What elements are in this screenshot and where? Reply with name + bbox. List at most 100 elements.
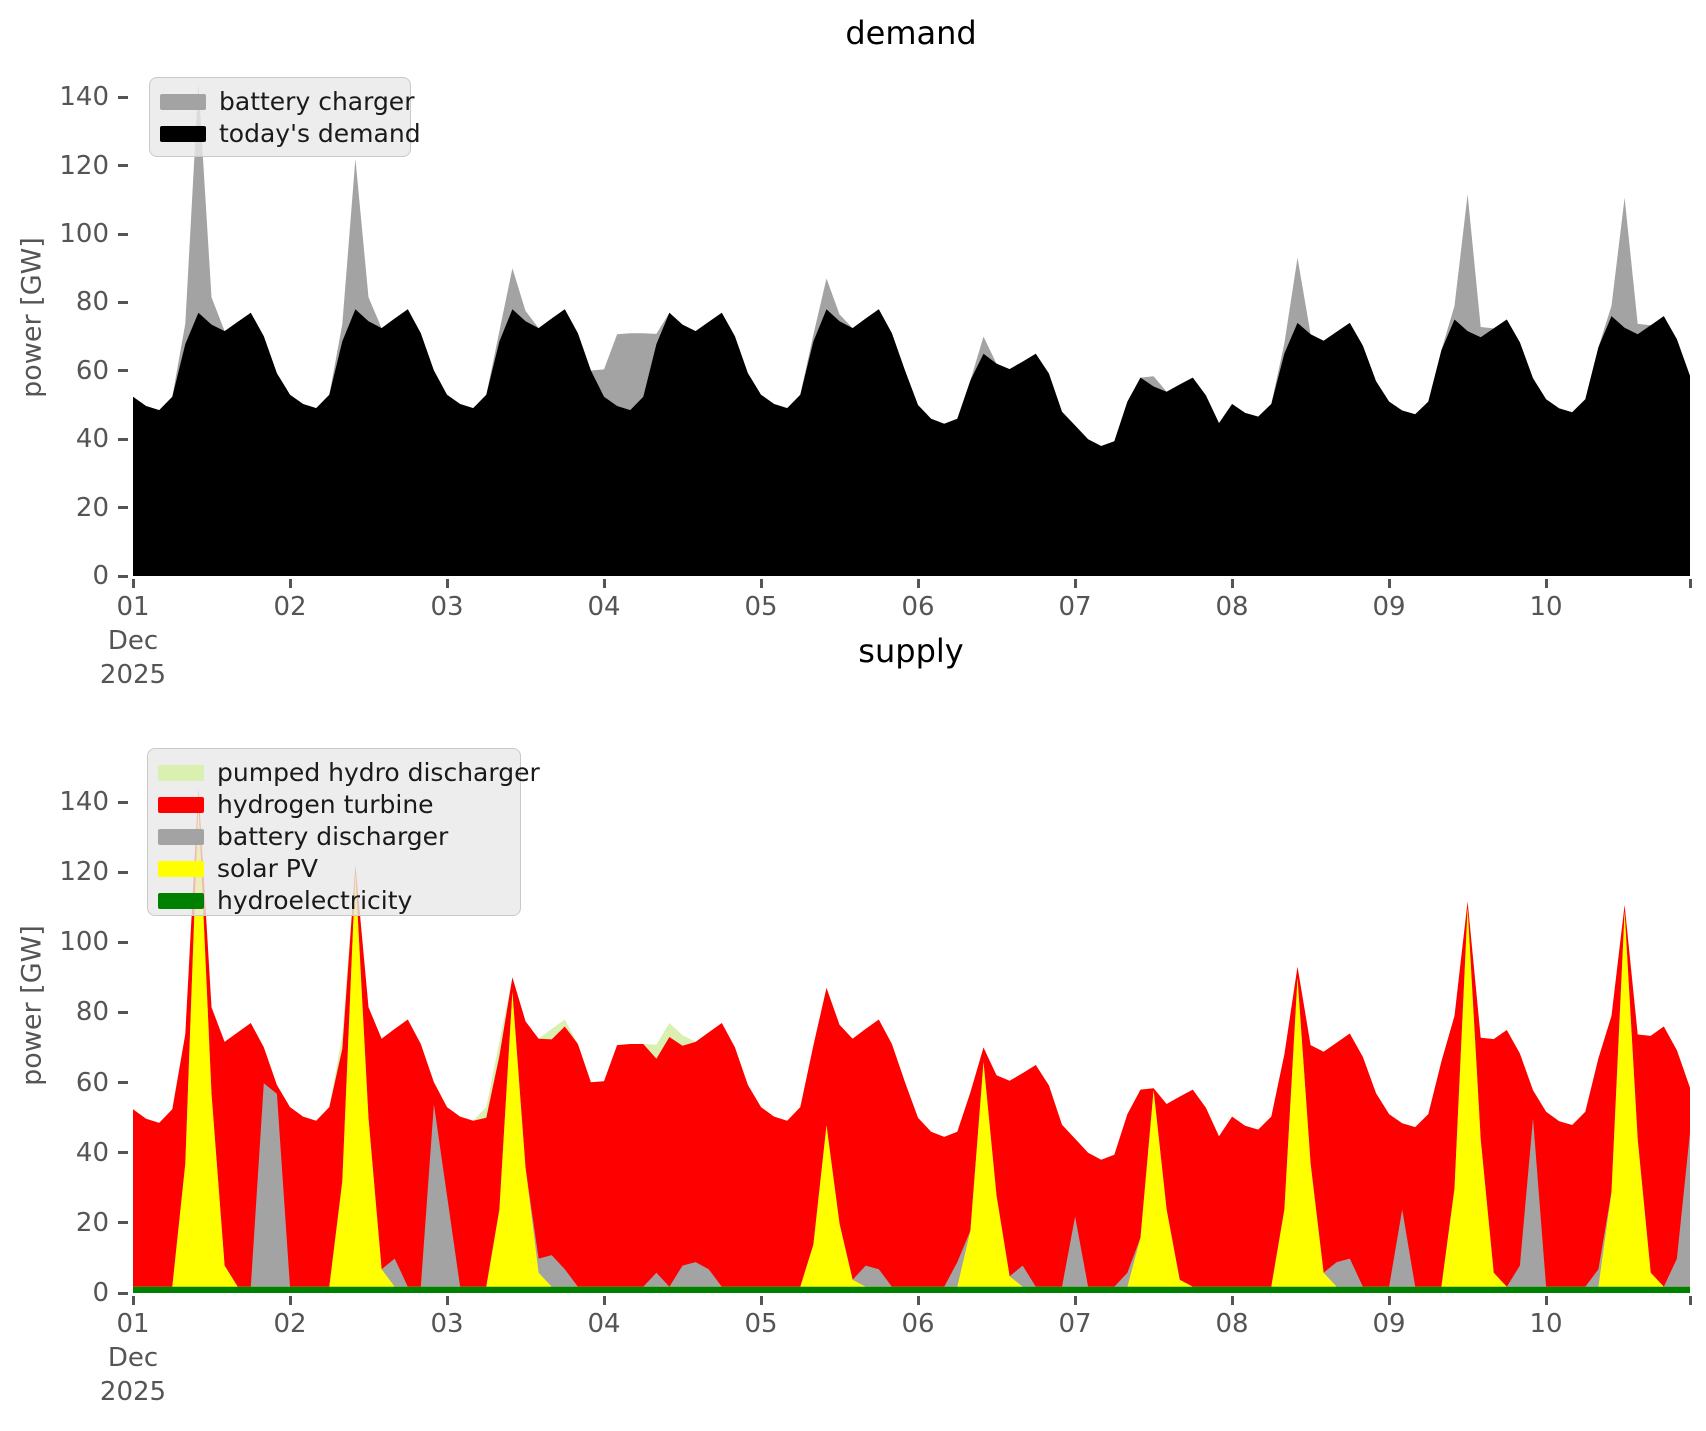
x-tick-label-supply: 01: [116, 1309, 150, 1339]
y-tick-demand: [118, 437, 128, 441]
x-tick-demand: [288, 579, 292, 588]
x-tick-supply: [1387, 1296, 1391, 1305]
area-hydroelectricity: [133, 1286, 1690, 1293]
supply-legend: pumped hydro discharger hydrogen turbine b…: [147, 748, 540, 917]
legend-label-demand: today's demand: [219, 119, 421, 148]
x-tick-supply: [602, 1296, 606, 1305]
legend-row-demand: today's demand: [160, 118, 421, 150]
x-tick-label-demand: 05: [744, 592, 778, 622]
y-tick-supply: [118, 800, 128, 804]
y-tick-label-demand: 40: [75, 424, 109, 455]
y-tick-demand: [118, 369, 128, 373]
x-tick-supply: [445, 1296, 449, 1305]
x-tick-demand: [602, 579, 606, 588]
legend-swatch-supply: [158, 797, 204, 813]
x-tick-label-demand: 02: [273, 592, 307, 622]
x-tick-supply: [916, 1296, 920, 1305]
x-tick-label-supply: 04: [587, 1309, 621, 1339]
legend-row-supply: solar PV: [158, 853, 506, 885]
x-tick-label-supply: 02: [273, 1309, 307, 1339]
x-tick-label-demand: 06: [901, 592, 935, 622]
x-tick-label-demand: 09: [1372, 592, 1406, 622]
x-tick-demand: [1230, 579, 1234, 588]
y-tick-label-demand: 0: [92, 561, 109, 591]
x-tick-supply: [759, 1296, 763, 1305]
y-tick-supply: [118, 870, 128, 874]
y-tick-demand: [118, 164, 128, 168]
y-tick-demand: [118, 232, 128, 236]
y-tick-demand: [118, 95, 128, 99]
area-todays-demand: [133, 309, 1690, 576]
y-tick-supply: [118, 1010, 128, 1014]
x-tick-demand: [916, 579, 920, 588]
legend-swatch-supply: [158, 765, 204, 781]
legend-row-supply: pumped hydro discharger: [158, 757, 540, 789]
y-tick-label-supply: 40: [75, 1137, 109, 1168]
x-tick-supply: [288, 1296, 292, 1305]
legend-row-supply: hydrogen turbine: [158, 789, 506, 821]
x-tick-demand: [1073, 579, 1077, 588]
x-tick-demand: [1387, 579, 1391, 588]
legend-label-supply: hydroelectricity: [217, 886, 413, 915]
legend-swatch-supply: [158, 861, 204, 877]
x-tick-sublabel-supply: 2025: [99, 1377, 167, 1407]
demand-chart-title: demand: [845, 14, 977, 52]
y-tick-label-demand: 20: [75, 492, 109, 523]
legend-swatch-demand: [160, 94, 206, 110]
y-tick-supply: [118, 1221, 128, 1225]
y-tick-label-supply: 60: [75, 1067, 109, 1098]
y-tick-label-supply: 20: [75, 1207, 109, 1238]
y-tick-demand: [118, 574, 128, 578]
y-tick-label-supply: 120: [59, 857, 109, 888]
legend-label-supply: pumped hydro discharger: [217, 758, 540, 787]
x-tick-end-supply: [1688, 1296, 1692, 1305]
x-tick-supply: [1544, 1296, 1548, 1305]
x-tick-label-demand: 03: [430, 592, 464, 622]
x-tick-supply: [1073, 1296, 1077, 1305]
x-tick-supply: [1230, 1296, 1234, 1305]
x-tick-sublabel-supply: Dec: [107, 1343, 159, 1373]
x-tick-sublabel-demand: 2025: [99, 660, 167, 690]
legend-row-supply: hydroelectricity: [158, 885, 506, 917]
y-tick-label-demand: 80: [75, 287, 109, 318]
demand-legend: battery charger today's demand: [149, 77, 421, 157]
y-tick-label-supply: 100: [59, 927, 109, 958]
supply-chart-areas: [133, 788, 1690, 1293]
x-tick-label-supply: 07: [1058, 1309, 1092, 1339]
y-tick-supply: [118, 940, 128, 944]
legend-label-supply: solar PV: [217, 854, 318, 883]
legend-swatch-demand: [160, 126, 206, 142]
x-tick-demand: [759, 579, 763, 588]
y-tick-label-demand: 100: [59, 219, 109, 249]
x-tick-label-demand: 04: [587, 592, 621, 622]
legend-swatch-supply: [158, 893, 204, 909]
y-tick-label-demand: 140: [59, 82, 109, 113]
area-solar-pv: [133, 802, 1690, 1293]
y-tick-label-supply: 80: [75, 997, 109, 1028]
legend-label-demand: battery charger: [219, 87, 415, 116]
legend-label-supply: battery discharger: [217, 822, 449, 851]
y-tick-supply: [118, 1151, 128, 1155]
x-tick-label-supply: 08: [1215, 1309, 1249, 1339]
x-tick-label-supply: 10: [1529, 1309, 1563, 1339]
x-tick-demand: [445, 579, 449, 588]
y-tick-label-supply: 0: [92, 1278, 109, 1308]
legend-label-supply: hydrogen turbine: [217, 790, 434, 819]
x-tick-label-supply: 03: [430, 1309, 464, 1339]
x-tick-demand: [131, 579, 135, 588]
x-tick-label-demand: 08: [1215, 592, 1249, 622]
y-tick-label-supply: 140: [59, 787, 109, 818]
legend-row-supply: battery discharger: [158, 821, 506, 853]
demand-chart-areas: [133, 83, 1690, 576]
x-tick-label-supply: 05: [744, 1309, 778, 1339]
x-tick-label-demand: 07: [1058, 592, 1092, 622]
x-tick-end-demand: [1688, 579, 1692, 588]
y-tick-label-demand: 120: [59, 150, 109, 181]
x-tick-label-supply: 09: [1372, 1309, 1406, 1339]
x-tick-demand: [1544, 579, 1548, 588]
legend-swatch-supply: [158, 829, 204, 845]
x-tick-label-demand: 01: [116, 592, 150, 622]
y-tick-label-demand: 60: [75, 355, 109, 386]
